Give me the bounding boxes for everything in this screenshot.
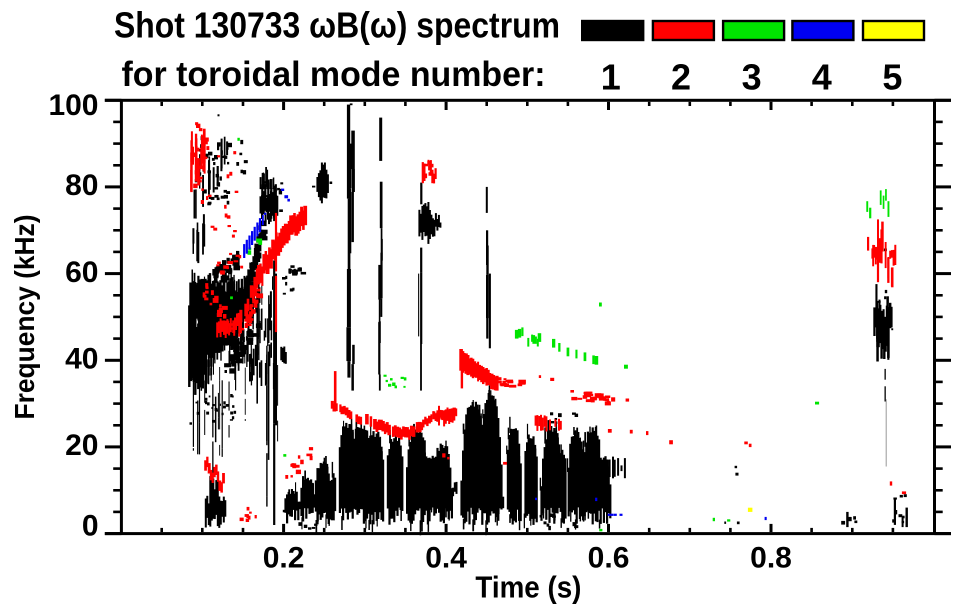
svg-text:60: 60	[65, 256, 98, 289]
svg-text:for toroidal mode number:: for toroidal mode number:	[122, 55, 546, 94]
svg-text:80: 80	[65, 169, 98, 202]
svg-text:0.4: 0.4	[425, 541, 467, 574]
svg-text:Time (s): Time (s)	[475, 570, 581, 605]
svg-text:Frequency (kHz): Frequency (kHz)	[9, 215, 40, 420]
svg-text:1: 1	[601, 57, 621, 98]
svg-text:0.6: 0.6	[588, 541, 630, 574]
svg-text:Shot 130733 ωB(ω) spectrum: Shot 130733 ωB(ω) spectrum	[114, 5, 560, 46]
svg-text:0: 0	[82, 509, 99, 542]
svg-text:4: 4	[812, 57, 832, 98]
svg-text:20: 20	[65, 429, 98, 462]
svg-text:100: 100	[48, 89, 98, 122]
svg-text:5: 5	[882, 57, 902, 98]
svg-text:0.8: 0.8	[750, 541, 792, 574]
svg-text:40: 40	[65, 342, 98, 375]
svg-text:0.2: 0.2	[263, 541, 305, 574]
svg-text:3: 3	[742, 57, 762, 98]
svg-text:2: 2	[671, 57, 691, 98]
